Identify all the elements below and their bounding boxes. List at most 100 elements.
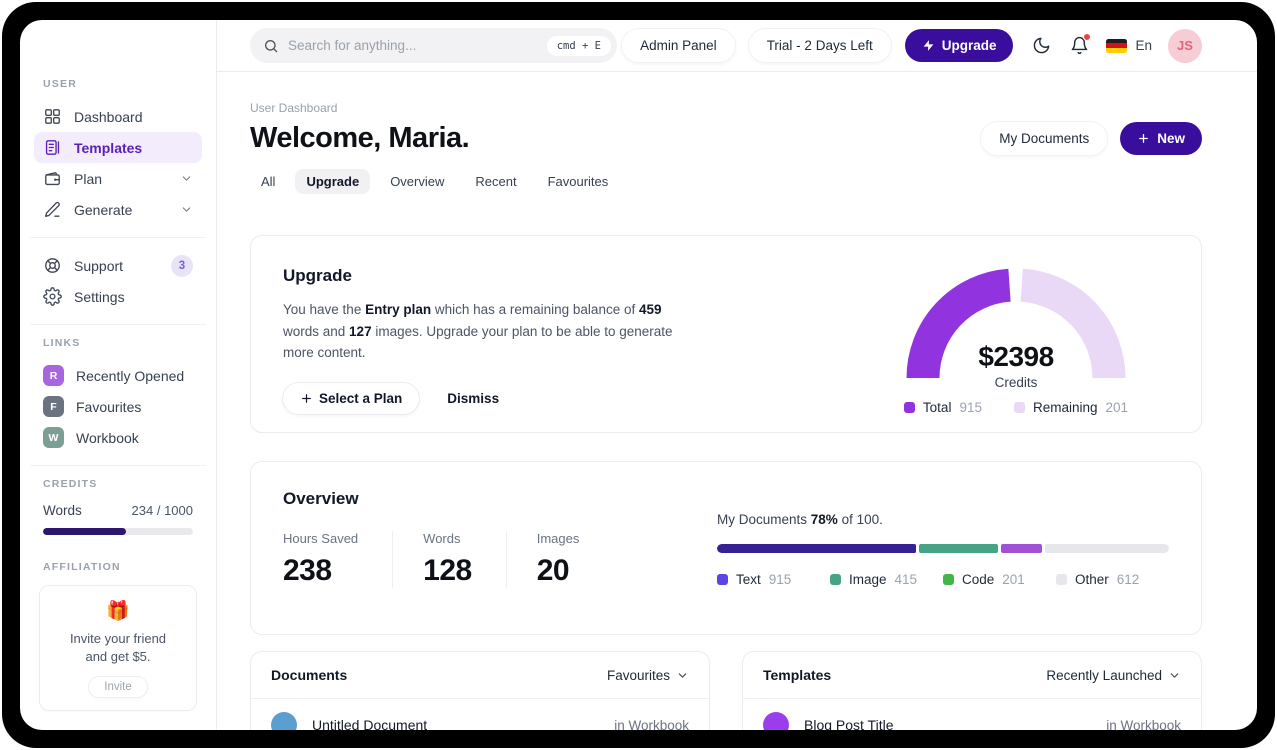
chevron-down-icon: [182, 176, 191, 181]
bar-segment-image: [918, 544, 998, 553]
document-list-item[interactable]: Untitled Document in Workbook: [251, 699, 709, 730]
new-button[interactable]: New: [1120, 122, 1202, 155]
legend-label: Total: [922, 400, 952, 415]
sidebar-item-label: Templates: [74, 139, 143, 156]
document-name: Untitled Document: [312, 717, 428, 730]
page-title: Welcome, Maria.: [250, 122, 470, 154]
workbook-badge: W: [43, 427, 64, 448]
stat-value: 128: [423, 554, 472, 587]
gauge-arcs: [906, 268, 1126, 379]
credits-progress-fill: [43, 528, 126, 535]
sidebar-item-templates[interactable]: Templates: [34, 132, 202, 163]
sidebar-item-label: Settings: [74, 288, 125, 305]
templates-icon: [45, 140, 60, 155]
legend-swatch: [1013, 402, 1025, 413]
app-window: USER Dashboard Templates Plan Generate S…: [20, 20, 1257, 730]
wallet-icon: [45, 172, 60, 186]
select-plan-label: Select a Plan: [319, 390, 403, 406]
my-documents-button[interactable]: My Documents: [981, 122, 1108, 155]
legend-swatch: [830, 574, 841, 585]
sidebar-item-dashboard[interactable]: Dashboard: [34, 101, 202, 132]
documents-filter-dropdown[interactable]: Favourites: [607, 668, 689, 683]
search-bar[interactable]: cmd + E: [250, 28, 617, 63]
document-avatar: [271, 712, 297, 730]
credits-words-row: Words 234 / 1000: [34, 501, 202, 518]
language-selector[interactable]: En: [1106, 38, 1152, 53]
search-icon: [265, 39, 278, 52]
tab-upgrade[interactable]: Upgrade: [295, 169, 371, 194]
sidebar-link-favourites[interactable]: F Favourites: [34, 391, 202, 422]
stat-value: 238: [283, 554, 332, 587]
invite-button[interactable]: Invite: [88, 676, 148, 699]
chevron-down-icon: [678, 672, 687, 678]
avatar-initials: JS: [1177, 38, 1193, 53]
support-count-badge: 3: [171, 254, 193, 277]
title-row: Welcome, Maria. My Documents New: [250, 122, 1202, 155]
legend-value: 612: [1116, 572, 1140, 587]
search-shortcut-badge: cmd + E: [546, 35, 611, 56]
title-actions: My Documents New: [981, 122, 1202, 155]
page-content: User Dashboard Welcome, Maria. My Docume…: [217, 72, 1257, 730]
gauge-legend: Total 915 Remaining 201: [903, 400, 1129, 415]
notification-dot: [1083, 33, 1092, 41]
documents-card-header: Documents Favourites: [251, 652, 709, 699]
sidebar-item-label: Support: [74, 257, 124, 274]
credits-gauge-block: $2398 Credits Total 915 Remaining: [901, 266, 1131, 415]
divider: [30, 324, 206, 325]
sidebar-item-plan[interactable]: Plan: [34, 163, 202, 194]
sidebar-section-links: LINKS: [43, 337, 81, 349]
tab-favourites[interactable]: Favourites: [547, 174, 609, 189]
stat-label: Images: [536, 531, 580, 546]
sidebar-item-generate[interactable]: Generate: [34, 194, 202, 225]
upgrade-card-body: You have the Entry plan which has a rema…: [283, 302, 673, 361]
plus-icon: [1139, 134, 1149, 143]
my-documents-progress-label: My Documents 78% of 100.: [717, 512, 883, 527]
upgrade-card-title: Upgrade: [283, 266, 352, 285]
bell-icon: [1072, 36, 1088, 55]
legend-value: 915: [768, 572, 792, 587]
legend-swatch: [943, 574, 954, 585]
trial-status-button[interactable]: Trial - 2 Days Left: [748, 29, 891, 62]
lifebuoy-icon: [45, 258, 60, 273]
notifications-button[interactable]: [1070, 33, 1092, 55]
upgrade-button-label: Upgrade: [941, 38, 997, 53]
templates-filter-dropdown[interactable]: Recently Launched: [1046, 668, 1181, 683]
overview-right: My Documents 78% of 100. Text 915: [717, 489, 1169, 607]
legend-total: Total 915: [903, 400, 982, 415]
template-list-item[interactable]: Blog Post Title in Workbook: [743, 699, 1201, 730]
sidebar-item-settings[interactable]: Settings: [34, 281, 202, 312]
german-flag-icon: [1106, 38, 1128, 53]
dismiss-button[interactable]: Dismiss: [447, 390, 500, 406]
credits-gauge-chart: $2398 Credits: [906, 266, 1126, 390]
select-plan-button[interactable]: Select a Plan: [283, 382, 420, 414]
bottom-cards: Documents Favourites Untitled Document i…: [250, 651, 1202, 730]
search-input[interactable]: [288, 38, 538, 53]
main-area: cmd + E Admin Panel Trial - 2 Days Left …: [217, 20, 1257, 730]
sidebar-link-workbook[interactable]: W Workbook: [34, 422, 202, 453]
divider: [30, 237, 206, 238]
legend-text: Text 915: [717, 572, 830, 587]
new-button-label: New: [1157, 131, 1185, 146]
overview-legend: Text 915 Image 415 Code 201: [717, 572, 1169, 587]
upgrade-button[interactable]: Upgrade: [904, 29, 1014, 62]
template-name: Blog Post Title: [804, 717, 894, 730]
tab-all[interactable]: All: [261, 174, 276, 189]
credits-progress-track: [43, 528, 193, 535]
sidebar-link-label: Favourites: [76, 398, 142, 415]
legend-value: 201: [1105, 400, 1129, 415]
document-location: in Workbook: [614, 717, 689, 731]
sidebar-link-recently-opened[interactable]: R Recently Opened: [34, 360, 202, 391]
plus-icon: [302, 393, 311, 403]
sidebar-section-credits: CREDITS: [43, 478, 98, 490]
tab-overview[interactable]: Overview: [390, 174, 445, 189]
credits-value: 234 / 1000: [131, 503, 193, 518]
tab-recent[interactable]: Recent: [475, 174, 517, 189]
user-avatar[interactable]: JS: [1168, 28, 1202, 63]
sidebar-item-support[interactable]: Support 3: [34, 250, 202, 281]
gear-icon: [43, 287, 62, 306]
legend-code: Code 201: [943, 572, 1056, 587]
admin-panel-button[interactable]: Admin Panel: [622, 29, 735, 62]
dark-mode-button[interactable]: [1032, 36, 1051, 55]
legend-label: Image: [849, 572, 887, 587]
template-location: in Workbook: [1106, 717, 1181, 731]
